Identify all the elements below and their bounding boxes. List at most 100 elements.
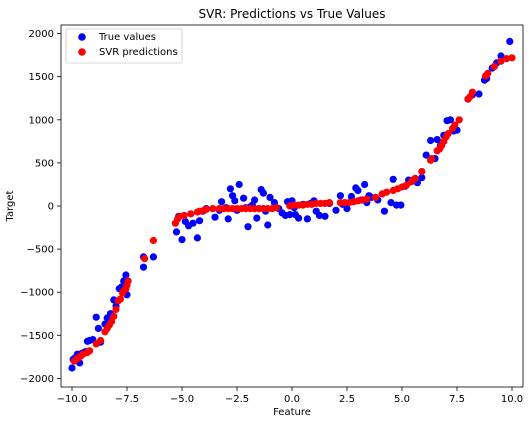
chart-title: SVR: Predictions vs True Values xyxy=(198,7,385,21)
svr-prediction-point-14 xyxy=(112,305,120,313)
y-tick-label: −1000 xyxy=(20,288,54,299)
true-value-point-119 xyxy=(506,37,514,46)
svr-prediction-point-6 xyxy=(86,347,94,355)
x-tick-label: −2.5 xyxy=(225,394,249,405)
x-tick-label: 0.0 xyxy=(284,394,300,405)
svr-prediction-point-8 xyxy=(97,336,105,345)
svr-prediction-point-92 xyxy=(490,62,498,70)
svr-prediction-point-33 xyxy=(209,205,217,213)
svr-prediction-point-27 xyxy=(180,211,188,220)
plot-area xyxy=(68,37,516,372)
y-tick-label: 2000 xyxy=(29,29,54,40)
x-tick-label: 7.5 xyxy=(449,394,465,405)
true-value-point-0 xyxy=(68,364,76,372)
true-value-point-91 xyxy=(380,207,388,215)
y-tick-label: 0 xyxy=(48,202,54,213)
true-value-point-57 xyxy=(264,221,272,229)
svr-prediction-point-32 xyxy=(202,205,210,213)
y-axis: −2000 −1500 −1000 −500 0 500 1000 1500 2000 xyxy=(20,29,61,385)
svr-prediction-point-93 xyxy=(497,57,505,65)
true-value-point-100 xyxy=(418,174,426,182)
legend-label-svr-predictions: SVR predictions xyxy=(99,47,178,58)
true-value-point-75 xyxy=(321,212,329,220)
legend-box xyxy=(65,28,183,64)
true-value-point-74 xyxy=(315,211,324,220)
true-value-point-41 xyxy=(226,185,234,193)
x-tick-label: 2.5 xyxy=(339,394,355,405)
legend-label-true-values: True values xyxy=(98,32,156,43)
svr-prediction-point-94 xyxy=(502,55,511,63)
true-value-point-77 xyxy=(332,206,340,214)
x-tick-label: 10.0 xyxy=(501,394,523,405)
true-value-point-10 xyxy=(92,313,100,321)
svr-prediction-point-91 xyxy=(484,69,492,77)
true-value-point-118 xyxy=(497,52,505,60)
true-value-point-28 xyxy=(178,236,186,244)
y-axis-label: Target xyxy=(5,190,16,222)
x-axis: −10.0 −7.5 −5.0 −2.5 0.0 2.5 5.0 7.5 10.0 xyxy=(57,387,523,405)
true-value-point-86 xyxy=(361,180,369,189)
true-value-point-31 xyxy=(189,219,197,227)
y-tick-label: 1000 xyxy=(29,115,54,126)
svr-prediction-point-22 xyxy=(141,255,149,263)
true-value-point-45 xyxy=(235,180,243,189)
true-value-point-93 xyxy=(389,175,397,183)
true-value-point-46 xyxy=(240,194,248,202)
true-value-point-21 xyxy=(122,271,130,279)
y-tick-label: −2000 xyxy=(20,374,54,385)
svr-prediction-point-21 xyxy=(124,277,132,285)
true-value-point-40 xyxy=(224,215,232,223)
svr-prediction-point-77 xyxy=(428,155,436,163)
y-tick-label: 500 xyxy=(35,158,54,169)
true-value-point-11 xyxy=(94,324,102,332)
y-tick-label: −500 xyxy=(27,245,54,256)
svr-prediction-point-57 xyxy=(325,199,333,207)
true-value-point-36 xyxy=(211,213,219,221)
y-tick-label: 1500 xyxy=(29,72,54,83)
svr-prediction-point-16 xyxy=(116,295,124,303)
true-value-point-26 xyxy=(172,228,181,236)
true-value-point-92 xyxy=(387,199,395,207)
true-value-point-23 xyxy=(139,263,148,271)
y-tick-label: −1500 xyxy=(20,331,54,342)
true-value-point-25 xyxy=(149,253,157,261)
svr-prediction-point-64 xyxy=(363,195,371,203)
true-value-point-113 xyxy=(475,90,483,98)
true-value-point-33 xyxy=(196,217,204,225)
svr-prediction-point-75 xyxy=(418,167,426,176)
true-value-point-104 xyxy=(433,136,441,144)
true-value-point-32 xyxy=(193,234,201,242)
svr-prediction-point-13 xyxy=(110,312,118,320)
svr-prediction-point-23 xyxy=(149,236,157,245)
true-value-point-48 xyxy=(244,223,252,231)
svr-prediction-point-67 xyxy=(383,188,391,196)
legend-marker-svr-predictions xyxy=(78,48,86,56)
true-value-point-64 xyxy=(286,211,294,219)
true-value-point-68 xyxy=(295,214,303,222)
legend: True values SVR predictions xyxy=(65,28,183,64)
svr-prediction-point-28 xyxy=(187,210,195,218)
x-tick-label: −10.0 xyxy=(57,394,88,405)
true-value-point-84 xyxy=(354,186,362,195)
true-value-point-52 xyxy=(253,214,261,222)
true-value-point-70 xyxy=(303,215,311,223)
x-tick-label: −5.0 xyxy=(170,394,194,405)
svr-prediction-point-74 xyxy=(411,174,419,182)
svr-prediction-point-83 xyxy=(444,130,452,138)
svr-prediction-point-89 xyxy=(468,88,476,96)
svr-prediction-point-47 xyxy=(273,204,281,212)
svr-prediction-point-65 xyxy=(372,193,380,201)
true-value-point-43 xyxy=(231,197,239,205)
svr-prediction-point-95 xyxy=(508,54,516,62)
true-value-point-38 xyxy=(218,198,226,206)
x-axis-label: Feature xyxy=(273,407,311,418)
true-value-point-108 xyxy=(446,116,454,124)
true-value-point-78 xyxy=(336,192,344,200)
true-value-point-101 xyxy=(422,151,430,159)
x-tick-label: 5.0 xyxy=(394,394,410,405)
x-tick-label: −7.5 xyxy=(115,394,139,405)
true-value-point-95 xyxy=(397,201,405,209)
true-value-point-58 xyxy=(266,193,274,201)
svr-prediction-point-85 xyxy=(451,121,459,129)
